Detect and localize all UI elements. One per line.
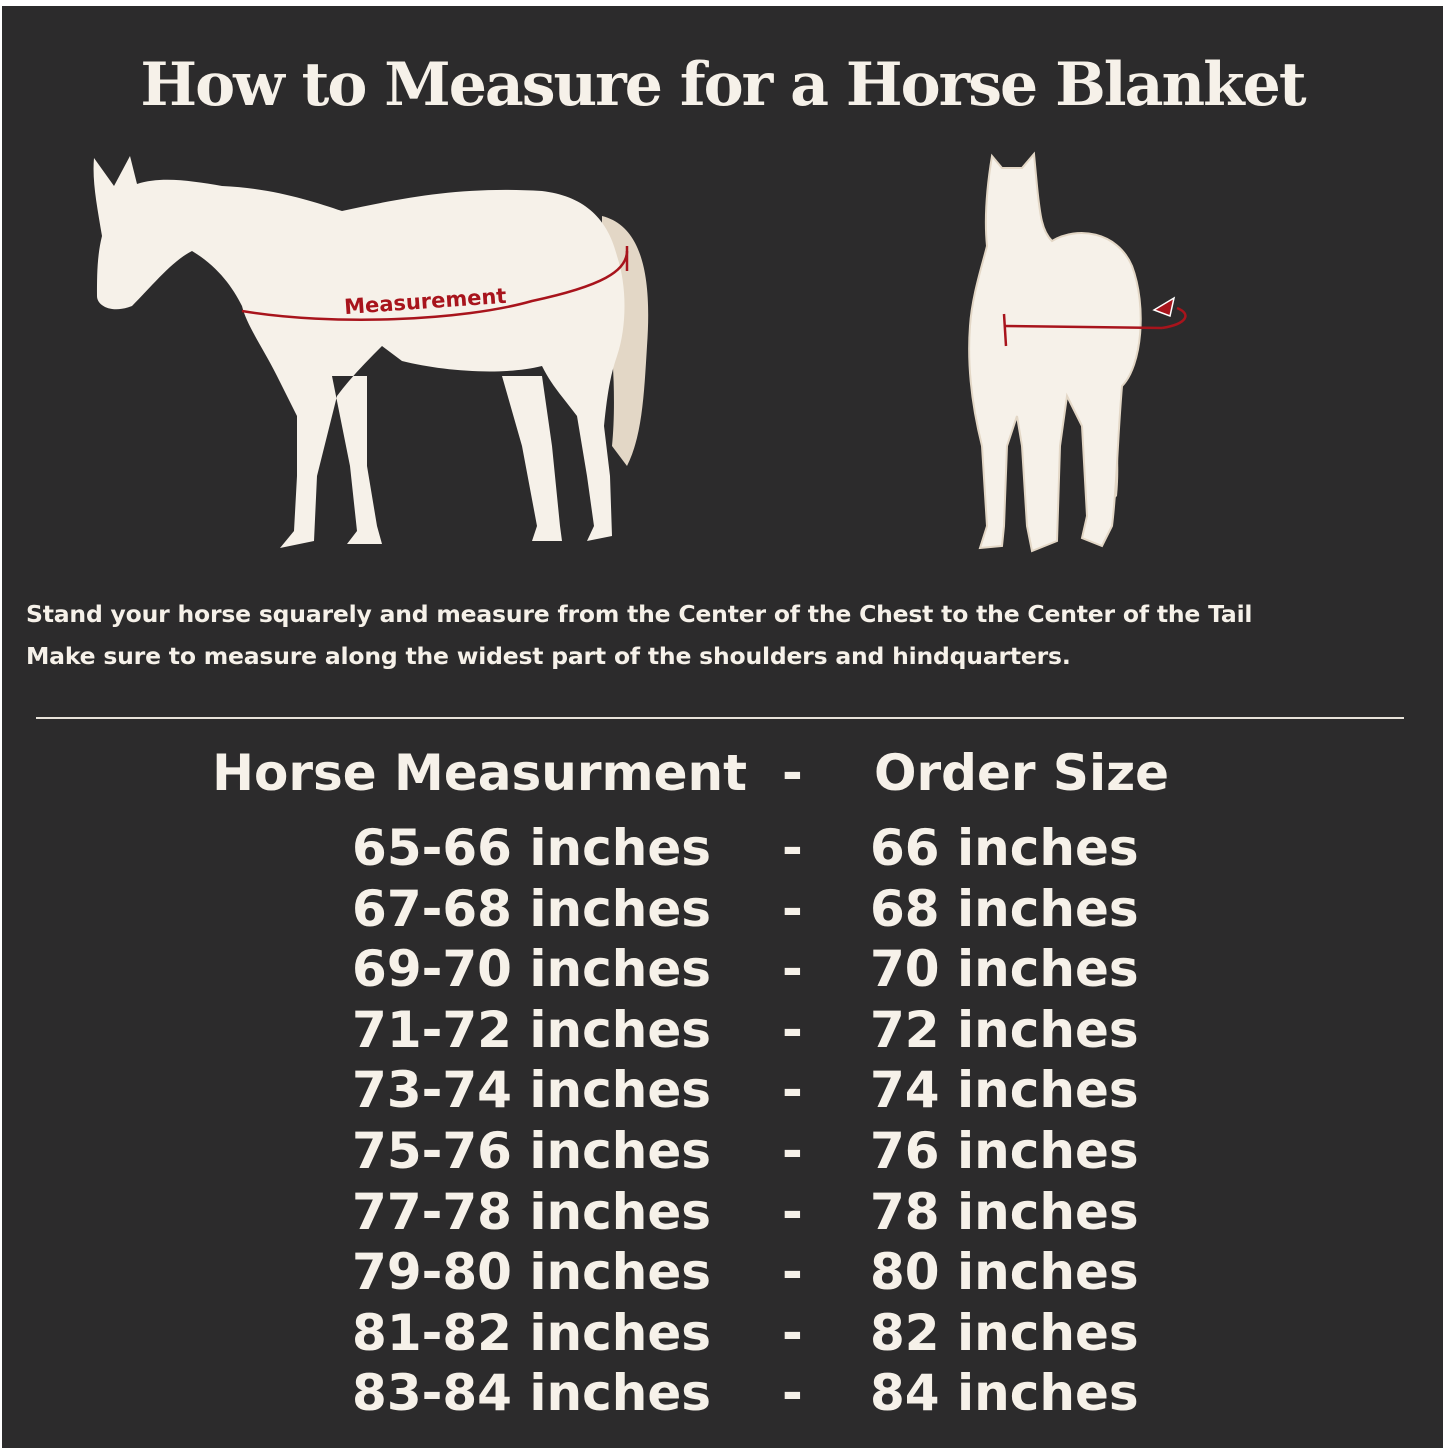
- order-size: 82 inches: [870, 1303, 1139, 1362]
- row-separator: -: [782, 1122, 803, 1180]
- horse-measurement: 77-78 inches: [352, 1182, 711, 1241]
- wrap-around-curve: [1161, 306, 1187, 330]
- row-separator: -: [782, 1243, 803, 1302]
- order-size: 74 inches: [870, 1061, 1139, 1120]
- horse-measurement: 71-72 inches: [352, 1000, 711, 1059]
- horse-measurement: 75-76 inches: [352, 1122, 711, 1180]
- page-title: How to Measure for a Horse Blanket: [140, 50, 1306, 120]
- order-size: 84 inches: [870, 1364, 1139, 1423]
- header-separator: -: [782, 744, 803, 802]
- size-table-header: Horse Measurment - Order Size: [2, 744, 1443, 804]
- instruction-line-1: Stand your horse squarely and measure fr…: [26, 600, 1253, 628]
- order-size: 80 inches: [870, 1243, 1139, 1302]
- table-row: 71-72 inches - 72 inches: [2, 1001, 1443, 1061]
- row-separator: -: [782, 879, 803, 938]
- instruction-line-2: Make sure to measure along the widest pa…: [26, 642, 1071, 670]
- row-separator: -: [782, 1061, 803, 1120]
- table-row: 79-80 inches - 80 inches: [2, 1243, 1443, 1303]
- order-size: 68 inches: [870, 879, 1139, 938]
- measurement-line: [241, 250, 629, 321]
- table-row: 75-76 inches - 76 inches: [2, 1122, 1443, 1182]
- horse-measurement: 83-84 inches: [352, 1364, 711, 1423]
- header-order-size: Order Size: [874, 744, 1170, 802]
- row-separator: -: [782, 1303, 803, 1362]
- horse-side-body: [93, 156, 625, 548]
- table-row: 83-84 inches - 84 inches: [2, 1364, 1443, 1424]
- row-separator: -: [782, 819, 803, 877]
- horse-rear-view-illustration: [968, 151, 1187, 553]
- order-size: 72 inches: [870, 1000, 1139, 1059]
- order-size: 70 inches: [870, 940, 1139, 999]
- horse-measurement: 79-80 inches: [352, 1243, 711, 1302]
- horse-side-view-illustration: Measurement: [93, 156, 649, 548]
- table-row: 67-68 inches - 68 inches: [2, 880, 1443, 940]
- row-separator: -: [782, 1364, 803, 1423]
- horse-measurement: 73-74 inches: [352, 1061, 711, 1120]
- order-size: 76 inches: [870, 1122, 1139, 1180]
- table-row: 73-74 inches - 74 inches: [2, 1061, 1443, 1121]
- table-row: 81-82 inches - 82 inches: [2, 1304, 1443, 1364]
- order-size: 66 inches: [870, 819, 1139, 877]
- measurement-line: [1003, 324, 1163, 330]
- arrow-head-icon: [1152, 296, 1176, 318]
- order-size: 78 inches: [870, 1182, 1139, 1241]
- header-horse-measurement: Horse Measurment: [212, 744, 747, 802]
- divider: [36, 717, 1404, 719]
- table-row: 69-70 inches - 70 inches: [2, 940, 1443, 1000]
- horse-measurement: 69-70 inches: [352, 940, 711, 999]
- horse-measurement: 65-66 inches: [352, 819, 711, 877]
- row-separator: -: [782, 1182, 803, 1241]
- horse-measurement: 67-68 inches: [352, 879, 711, 938]
- infographic-panel: How to Measure for a Horse Blanket Measu…: [2, 6, 1443, 1448]
- table-row: 65-66 inches - 66 inches: [2, 819, 1443, 879]
- row-separator: -: [782, 940, 803, 999]
- horse-measurement: 81-82 inches: [352, 1303, 711, 1362]
- table-row: 77-78 inches - 78 inches: [2, 1183, 1443, 1243]
- row-separator: -: [782, 1000, 803, 1059]
- horse-rear-body: [968, 151, 1142, 553]
- measurement-start-tick: [1002, 313, 1008, 347]
